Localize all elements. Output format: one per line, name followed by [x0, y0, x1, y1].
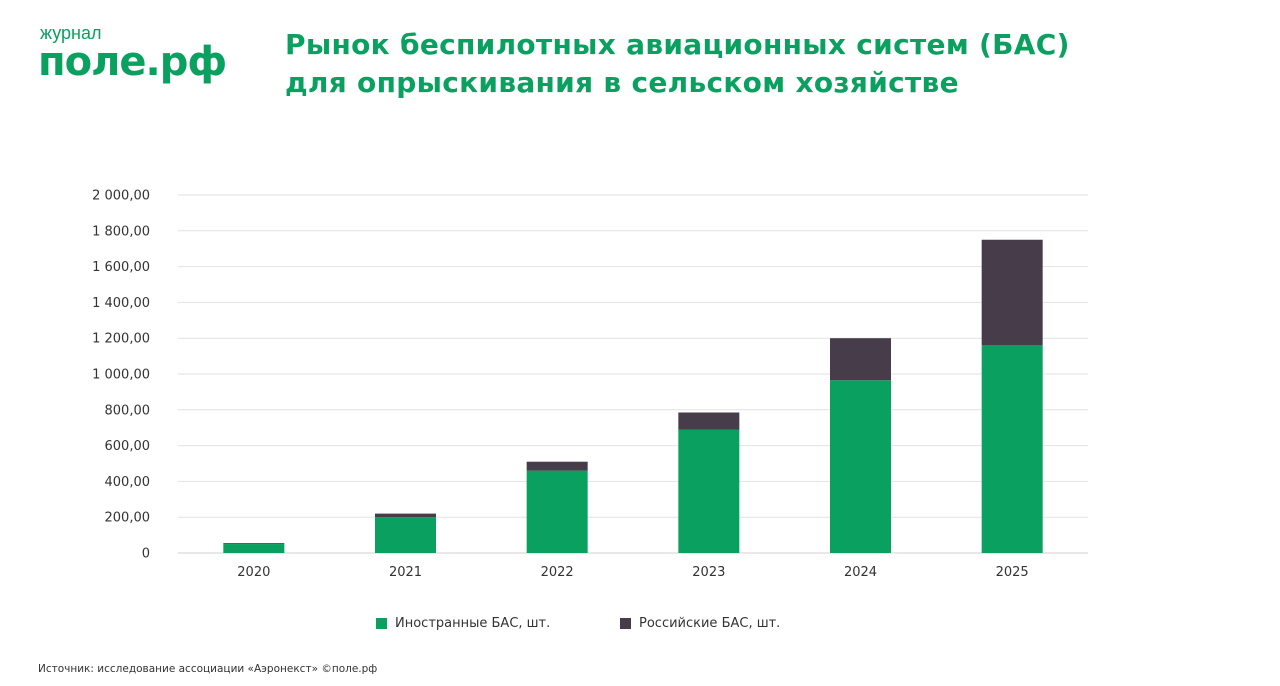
bar-foreign — [526, 470, 588, 553]
bar-foreign — [678, 429, 740, 553]
bar-foreign — [223, 544, 285, 553]
y-tick-label: 600,00 — [105, 439, 151, 454]
bar-russian — [830, 338, 891, 381]
chart-title-line-1: Рынок беспилотных авиационных систем (БА… — [285, 28, 1070, 61]
y-tick-label: 400,00 — [105, 475, 151, 490]
y-tick-label: 2 000,00 — [92, 189, 150, 204]
y-tick-label: 200,00 — [105, 511, 151, 526]
bar-russian — [981, 239, 1043, 346]
x-tick-label: 2024 — [844, 565, 877, 580]
legend-label-russian: Российские БАС, шт. — [639, 616, 781, 631]
x-tick-label: 2022 — [541, 565, 574, 580]
logo-small-text: журнал — [40, 23, 102, 43]
x-tick-label: 2025 — [996, 565, 1029, 580]
bar-russian — [375, 513, 436, 518]
logo-big-text: поле.рф — [38, 39, 227, 85]
y-tick-label: 1 800,00 — [92, 224, 150, 239]
legend-swatch-russian — [620, 618, 631, 629]
chart-plot: 0 200,00 400,00 600,00 800,00 1 000,00 1 200,0… — [92, 189, 1088, 580]
y-tick-label: 0 — [142, 547, 150, 562]
y-tick-label: 800,00 — [105, 403, 151, 418]
legend-item-russian: Российские БАС, шт. — [620, 616, 780, 631]
legend-label-foreign: Иностранные БАС, шт. — [395, 616, 551, 631]
bar-russian — [526, 461, 588, 471]
x-tick-label: 2021 — [389, 565, 422, 580]
source-note: Источник: исследование ассоциации «Аэрон… — [38, 663, 378, 675]
logo: журнал поле.рф — [38, 23, 227, 85]
bar-foreign — [830, 380, 891, 553]
chart-title-line-2: для опрыскивания в сельском хозяйстве — [285, 66, 959, 99]
y-tick-label: 1 000,00 — [92, 368, 150, 383]
x-tick-label: 2023 — [692, 565, 725, 580]
y-tick-label: 1 400,00 — [92, 296, 150, 311]
bar-foreign — [375, 517, 436, 553]
bar-foreign — [981, 345, 1043, 553]
legend-swatch-foreign — [376, 618, 387, 629]
bar-russian — [223, 543, 285, 545]
legend-item-foreign: Иностранные БАС, шт. — [376, 616, 550, 631]
y-tick-label: 1 200,00 — [92, 332, 150, 347]
bar-russian — [678, 412, 740, 430]
x-tick-label: 2020 — [237, 565, 270, 580]
y-tick-label: 1 600,00 — [92, 260, 150, 275]
chart-title: Рынок беспилотных авиационных систем (БА… — [285, 26, 1070, 102]
